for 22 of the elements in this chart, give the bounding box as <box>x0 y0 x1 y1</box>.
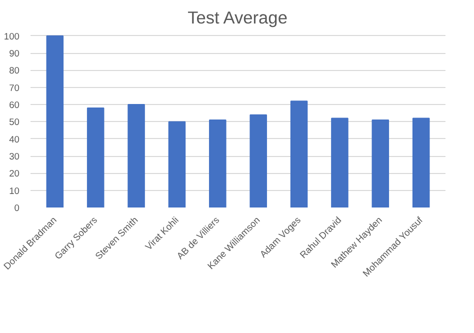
bar <box>372 120 390 208</box>
y-tick-label: 30 <box>9 152 20 162</box>
y-tick-label: 60 <box>9 100 20 110</box>
bar <box>46 35 64 208</box>
y-tick-label: 90 <box>9 48 20 59</box>
y-tick-label: 70 <box>9 82 20 93</box>
y-tick-label: 20 <box>9 168 20 179</box>
bar <box>128 104 145 208</box>
bar <box>86 107 104 208</box>
y-tick-label: 40 <box>9 134 20 144</box>
chart-title: Test Average <box>188 8 288 28</box>
bar <box>209 120 226 208</box>
bar <box>250 114 267 208</box>
y-tick-label: 0 <box>14 203 20 213</box>
bar <box>168 121 186 208</box>
bar <box>331 118 348 208</box>
y-tick-label: 80 <box>9 66 20 76</box>
y-tick-label: 100 <box>4 31 20 42</box>
y-tick-label: 10 <box>9 186 20 196</box>
y-tick-label: 50 <box>9 117 20 128</box>
bar <box>412 118 430 208</box>
bar <box>290 100 308 208</box>
